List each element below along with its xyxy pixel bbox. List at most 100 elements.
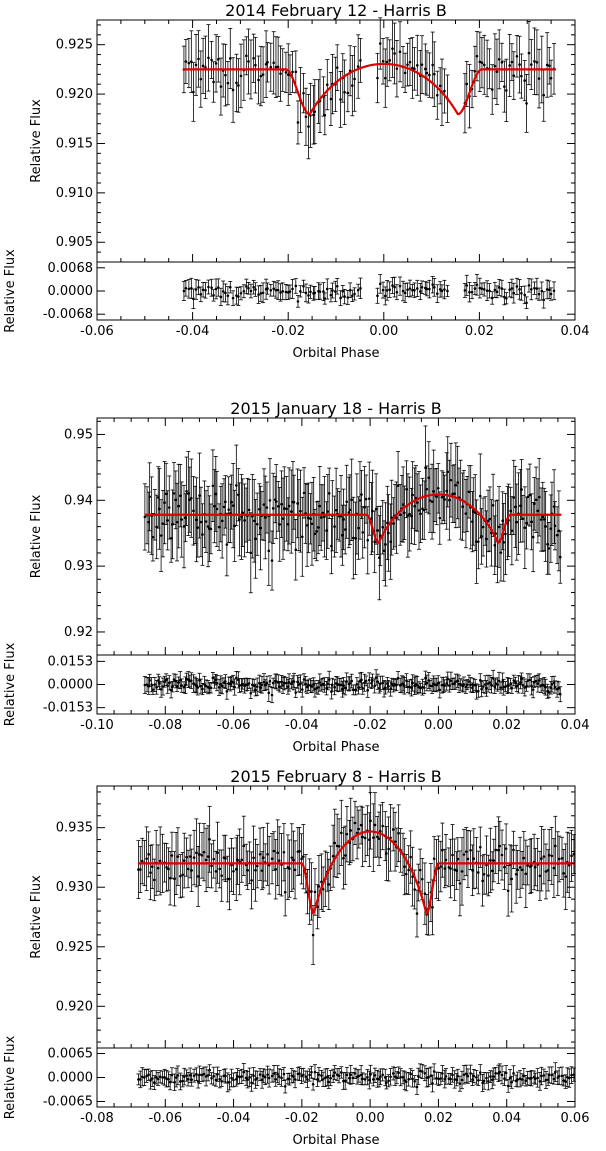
- residual-point: [359, 1073, 363, 1077]
- residual-point: [280, 1076, 283, 1080]
- data-point: [478, 494, 482, 498]
- data-point: [212, 857, 216, 861]
- data-point: [471, 510, 475, 513]
- data-point: [411, 66, 414, 70]
- data-point: [522, 856, 526, 860]
- data-point: [368, 838, 371, 842]
- data-point: [170, 854, 174, 857]
- data-point: [220, 874, 224, 877]
- residual-point: [281, 684, 285, 687]
- residual-point: [242, 289, 246, 293]
- data-point: [180, 518, 184, 521]
- x-tick-label: -0.08: [148, 718, 182, 733]
- data-point: [361, 531, 365, 534]
- data-point: [305, 524, 309, 527]
- data-point: [329, 97, 333, 101]
- data-point: [514, 505, 517, 509]
- residual-point: [286, 685, 290, 688]
- residual-point: [294, 284, 298, 288]
- data-point: [377, 837, 381, 841]
- data-point: [354, 536, 357, 540]
- data-point: [313, 890, 317, 894]
- x-tick-label: -0.06: [217, 718, 251, 733]
- residual-point: [317, 1073, 321, 1076]
- residual-point: [473, 683, 477, 687]
- residual-point: [204, 1075, 208, 1078]
- residual-point: [318, 290, 322, 293]
- data-point: [307, 516, 310, 520]
- data-point: [274, 867, 278, 871]
- residual-point: [495, 290, 499, 294]
- data-point: [373, 823, 377, 827]
- residual-point: [351, 294, 354, 298]
- residual-point: [536, 682, 540, 685]
- residual-point: [173, 1080, 176, 1084]
- residual-point: [341, 289, 345, 293]
- x-tick-label: -0.06: [80, 324, 114, 339]
- data-point: [452, 492, 456, 495]
- y-tick-label: 0.920: [56, 87, 93, 102]
- data-point: [158, 507, 161, 511]
- data-point: [503, 865, 506, 869]
- residual-point: [230, 1076, 233, 1080]
- data-point: [469, 848, 472, 852]
- data-point: [416, 64, 419, 67]
- data-point: [178, 494, 182, 498]
- data-point: [222, 505, 226, 509]
- data-point: [189, 496, 193, 500]
- residual-point: [381, 288, 385, 292]
- residual-point: [175, 684, 179, 688]
- residual-point: [265, 681, 269, 685]
- data-point: [453, 868, 456, 872]
- data-point: [408, 512, 411, 516]
- data-point: [198, 494, 201, 497]
- data-point: [477, 871, 480, 874]
- data-point: [213, 504, 216, 508]
- data-point: [510, 529, 514, 533]
- data-point: [276, 851, 279, 855]
- data-point: [200, 854, 204, 857]
- data-point: [518, 63, 521, 66]
- data-point: [512, 496, 516, 499]
- data-point: [539, 518, 543, 521]
- residual-point: [249, 289, 253, 293]
- residual-point: [284, 290, 288, 294]
- residual-point: [261, 1074, 265, 1078]
- data-point: [359, 823, 363, 827]
- residual-point: [355, 683, 359, 686]
- residual-point: [296, 300, 300, 303]
- residual-point: [182, 685, 186, 689]
- residual-point: [150, 1077, 154, 1080]
- x-tick-label: -0.04: [285, 718, 319, 733]
- data-point: [497, 58, 501, 61]
- residual-point: [302, 1073, 305, 1077]
- residual-point: [537, 292, 541, 296]
- residual-point: [464, 685, 468, 689]
- residual-point: [378, 282, 382, 286]
- residual-point: [198, 1073, 201, 1076]
- data-point: [227, 508, 230, 511]
- data-point: [435, 495, 439, 498]
- residual-point: [310, 1070, 313, 1074]
- residual-point: [558, 692, 562, 696]
- residual-point: [226, 294, 230, 298]
- residual-point: [161, 1076, 164, 1079]
- residual-point: [339, 683, 343, 687]
- residual-point: [439, 1077, 443, 1080]
- data-point: [319, 516, 323, 519]
- residual-point: [425, 287, 429, 291]
- residual-point: [477, 689, 480, 693]
- residual-point: [201, 288, 205, 292]
- data-point: [148, 495, 151, 499]
- data-point: [525, 102, 528, 105]
- residual-point: [416, 287, 419, 290]
- residual-y-tick-label: 0.0068: [48, 261, 94, 276]
- residual-point: [190, 1078, 193, 1081]
- data-point: [485, 537, 488, 541]
- residual-point: [300, 688, 304, 691]
- data-point: [176, 855, 180, 858]
- data-point: [302, 855, 305, 858]
- data-point: [542, 855, 546, 858]
- data-point: [436, 486, 440, 490]
- residual-point: [202, 1072, 206, 1076]
